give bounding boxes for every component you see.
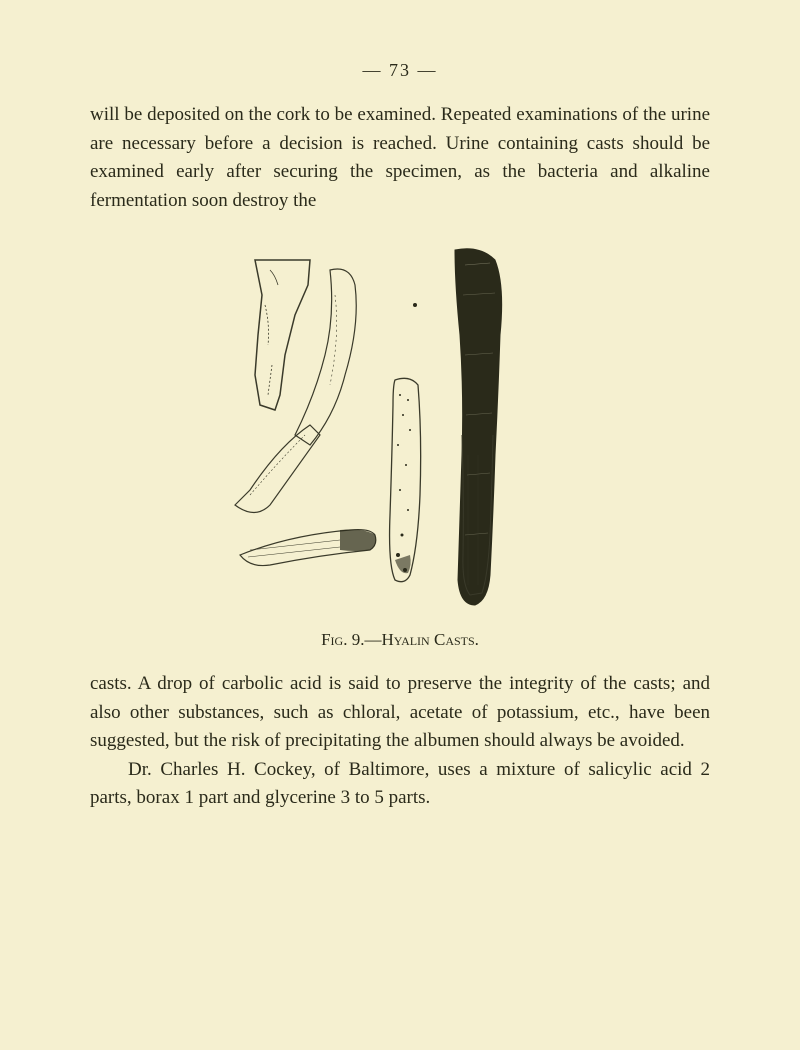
paragraph-2: casts. A drop of carbolic acid is said t… — [90, 670, 710, 756]
paragraph-3: Dr. Charles H. Cockey, of Baltimore, use… — [90, 756, 710, 813]
page-number: — 73 — — [90, 60, 710, 81]
paragraph-1: will be deposited on the cork to be exam… — [90, 101, 710, 215]
page-content: — 73 — will be deposited on the cork to … — [0, 0, 800, 853]
figure-hyalin-casts — [90, 235, 710, 620]
hyalin-casts-illustration — [200, 235, 600, 615]
figure-caption: Fig. 9.—Hyalin Casts. — [90, 630, 710, 650]
figure-caption-text: —Hyalin Casts. — [364, 630, 478, 649]
figure-caption-prefix: Fig. 9. — [321, 630, 364, 649]
